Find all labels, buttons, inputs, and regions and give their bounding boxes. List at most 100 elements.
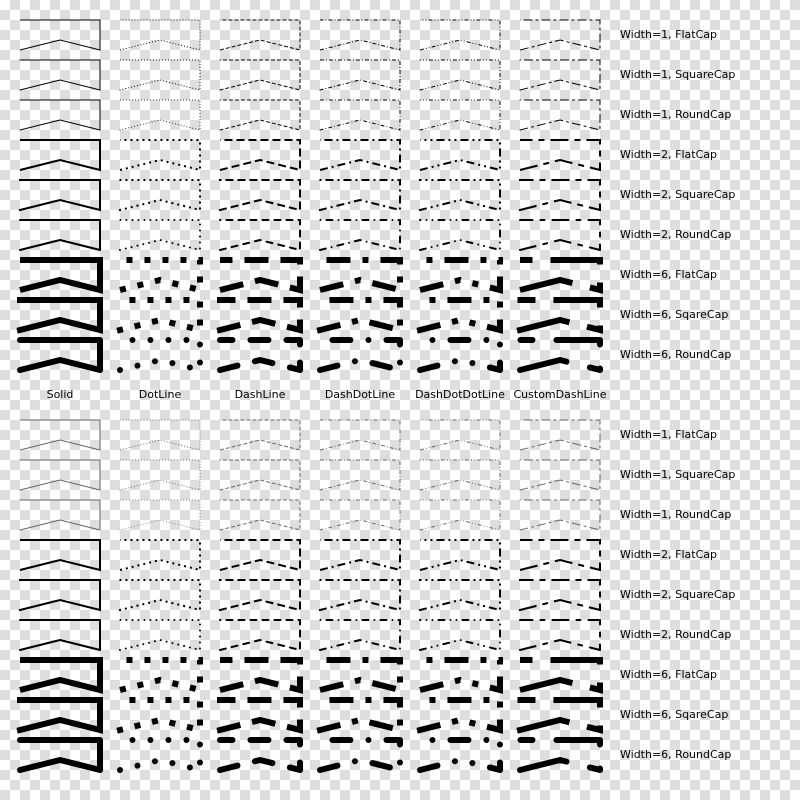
pen-sample-customdashline-bottom (519, 419, 601, 451)
pen-sample-dashdotdotline-top (419, 257, 503, 294)
pen-sample-dotline-top (118, 179, 201, 212)
row-label: Width=1, FlatCap (620, 428, 718, 441)
pen-sample-dashline-top (219, 219, 301, 251)
pen-sample-dashdotline-bottom (318, 579, 401, 612)
pen-sample-solid-top (17, 337, 103, 373)
pen-sample-dashline-top (219, 257, 303, 294)
pen-sample-customdashline-top (518, 179, 601, 212)
pen-sample-customdashline-bottom (518, 579, 601, 612)
pen-sample-dashdotdotline-bottom (417, 737, 503, 773)
pen-sample-dashdotline-bottom (319, 459, 401, 491)
pen-sample-solid-top (19, 19, 101, 51)
pen-sample-dotline-bottom (119, 657, 203, 694)
pen-sample-dotline-top (119, 219, 201, 251)
pen-sample-dashdotdotline-bottom (419, 619, 501, 651)
row-label: Width=1, SquareCap (620, 468, 736, 481)
pen-sample-customdashline-top (519, 59, 601, 91)
pen-sample-customdashline-top (519, 139, 601, 172)
pen-sample-dotline-bottom (119, 459, 201, 491)
pen-sample-customdashline-top (516, 297, 603, 334)
pen-sample-solid-bottom (16, 697, 103, 734)
pen-sample-dashdotline-top (319, 19, 401, 51)
pen-sample-customdashline-bottom (519, 499, 601, 531)
pen-sample-dashdotline-top (319, 139, 401, 172)
pen-sample-dashdotline-top (319, 99, 401, 131)
pen-sample-dashdotdotline-top (419, 99, 501, 131)
row-label: Width=2, FlatCap (620, 148, 718, 161)
pen-sample-dotline-bottom (119, 619, 201, 651)
row-label: Width=1, FlatCap (620, 28, 718, 41)
pen-sample-dashline-bottom (219, 619, 301, 651)
pen-sample-dotline-top (117, 337, 203, 373)
row-label: Width=6, RoundCap (620, 348, 732, 361)
pen-sample-dotline-top (119, 59, 201, 91)
pen-sample-dashdotline-top (319, 257, 403, 294)
pen-sample-dashline-bottom (219, 539, 301, 572)
pen-sample-dashdotline-bottom (319, 499, 401, 531)
pen-sample-customdashline-top (519, 219, 601, 251)
pen-sample-solid-bottom (19, 419, 101, 451)
pen-sample-dotline-top (119, 19, 201, 51)
pen-sample-dashdotdotline-top (419, 219, 501, 251)
pen-sample-solid-top (19, 59, 101, 91)
pen-sample-dashdotdotline-top (416, 297, 503, 334)
pen-sample-solid-bottom (18, 579, 101, 612)
column-label: DashDotDotLine (415, 388, 505, 401)
row-label: Width=2, RoundCap (620, 228, 732, 241)
pen-sample-dashdotline-bottom (319, 419, 401, 451)
pen-sample-dashdotdotline-top (417, 337, 503, 373)
pen-sample-customdashline-bottom (517, 737, 603, 773)
pen-sample-dashline-bottom (219, 499, 301, 531)
column-label: DotLine (138, 388, 182, 401)
pen-sample-dashdotline-bottom (317, 737, 403, 773)
pen-sample-dotline-bottom (119, 499, 201, 531)
pen-sample-dotline-bottom (116, 697, 203, 734)
row-label: Width=2, SquareCap (620, 588, 736, 601)
pen-sample-dashline-top (216, 297, 303, 334)
pen-sample-dashdotline-top (317, 337, 403, 373)
pen-sample-dashline-top (219, 19, 301, 51)
pen-sample-dashdotline-top (318, 179, 401, 212)
pen-sample-dashdotline-bottom (319, 539, 401, 572)
column-label: DashLine (234, 388, 286, 401)
pen-sample-dotline-top (119, 139, 201, 172)
pen-sample-dashdotdotline-bottom (419, 459, 501, 491)
pen-sample-customdashline-top (519, 99, 601, 131)
pen-sample-solid-top (18, 179, 101, 212)
pen-sample-dashline-top (218, 179, 301, 212)
pen-sample-customdashline-bottom (519, 459, 601, 491)
pen-sample-dashdotdotline-bottom (416, 697, 503, 734)
pen-sample-dotline-bottom (117, 737, 203, 773)
pen-sample-dashdotline-top (319, 219, 401, 251)
row-label: Width=2, RoundCap (620, 628, 732, 641)
pen-sample-solid-top (19, 99, 101, 131)
row-label: Width=6, FlatCap (620, 268, 718, 281)
pen-sample-solid-top (19, 139, 101, 172)
pen-sample-dashdotdotline-top (419, 19, 501, 51)
pen-sample-dashdotline-top (316, 297, 403, 334)
pen-sample-dashdotline-bottom (319, 619, 401, 651)
pen-sample-solid-top (16, 297, 103, 334)
pen-sample-dashdotdotline-top (419, 139, 501, 172)
pen-sample-dashdotline-bottom (316, 697, 403, 734)
pen-sample-dashdotdotline-bottom (419, 419, 501, 451)
pen-sample-solid-bottom (19, 459, 101, 491)
pen-sample-solid-top (19, 219, 101, 251)
pen-sample-dashline-bottom (216, 697, 303, 734)
pen-sample-customdashline-top (519, 257, 603, 294)
pen-sample-dashline-bottom (218, 579, 301, 612)
pen-sample-dashline-top (219, 99, 301, 131)
pen-sample-customdashline-bottom (516, 697, 603, 734)
pen-sample-dashdotdotline-bottom (419, 499, 501, 531)
pen-sample-solid-bottom (19, 657, 103, 694)
pen-sample-dotline-top (116, 297, 203, 334)
column-label: DashDotLine (324, 388, 396, 401)
pen-sample-solid-top (19, 257, 103, 294)
row-label: Width=2, FlatCap (620, 548, 718, 561)
pen-sample-customdashline-top (519, 19, 601, 51)
column-label: CustomDashLine (513, 388, 607, 401)
pen-sample-customdashline-bottom (519, 539, 601, 572)
pen-sample-dotline-bottom (119, 539, 201, 572)
row-label: Width=6, SqareCap (620, 708, 729, 721)
pen-sample-dashdotline-top (319, 59, 401, 91)
